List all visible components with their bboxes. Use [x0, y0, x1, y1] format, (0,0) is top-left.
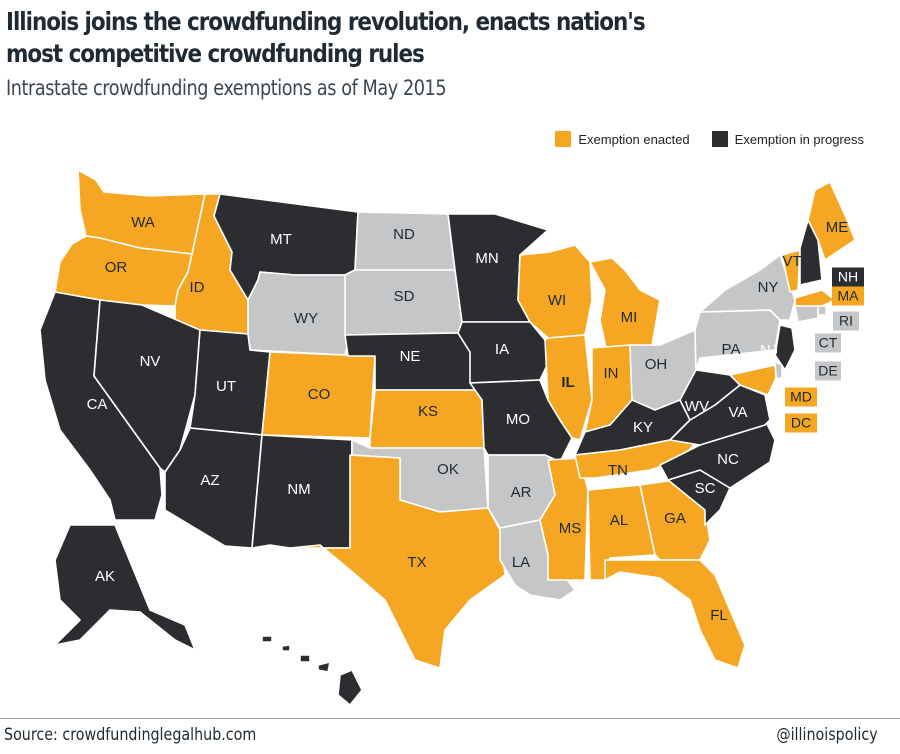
source-note: Source: crowdfundinglegalhub.com: [4, 725, 257, 745]
state-il: [544, 334, 593, 441]
state-label-ny: NY: [758, 279, 779, 296]
state-label-nv: NV: [140, 353, 161, 370]
state-label-de: DE: [818, 363, 837, 379]
state-label-ia: IA: [495, 341, 509, 358]
state-label-ut: UT: [216, 378, 236, 395]
state-mi: [589, 257, 661, 349]
state-label-sd: SD: [394, 288, 415, 305]
state-box-md: [785, 387, 817, 407]
state-label-id: ID: [190, 279, 205, 296]
state-label-fl: FL: [710, 607, 728, 624]
state-labels: WA OR CA ID NV MT WY UT AZ CO NM ND SD NE KS OK TX MN IA MO…: [87, 214, 864, 681]
state-label-or: OR: [105, 259, 128, 276]
state-label-ne: NE: [400, 348, 421, 365]
legend: Exemption enacted Exemption in progress: [555, 131, 864, 147]
state-label-va: VA: [729, 404, 748, 421]
state-nj: [774, 324, 796, 371]
state-box-ri: [833, 311, 859, 331]
state-ri: [817, 305, 827, 316]
state-label-nj: NJ: [760, 342, 778, 359]
state-label-nm: NM: [287, 481, 310, 498]
state-label-tx: TX: [407, 554, 426, 571]
state-ny: [699, 254, 796, 321]
state-label-ma: MA: [838, 288, 860, 304]
legend-item-progress: Exemption in progress: [711, 131, 864, 147]
state-label-mo: MO: [506, 411, 530, 428]
state-label-wi: WI: [548, 292, 566, 309]
state-label-ar: AR: [511, 484, 532, 501]
state-label-wa: WA: [131, 214, 155, 231]
state-nh: [799, 219, 823, 286]
state-label-il: IL: [561, 374, 574, 391]
legend-label-enacted: Exemption enacted: [578, 131, 690, 147]
state-label-wy: WY: [294, 310, 318, 327]
state-label-wv: WV: [685, 398, 709, 415]
state-label-nd: ND: [393, 226, 415, 243]
state-md: [729, 364, 777, 396]
state-label-oh: OH: [645, 356, 668, 373]
state-box-nh: [832, 267, 864, 287]
state-label-ak: AK: [95, 568, 115, 585]
state-label-al: AL: [610, 512, 628, 529]
state-label-in: IN: [604, 365, 619, 382]
footer-divider: [0, 718, 900, 719]
state-label-mi: MI: [621, 309, 638, 326]
state-vt: [781, 249, 801, 293]
state-wi: [517, 244, 593, 339]
state-label-ky: KY: [633, 419, 653, 436]
state-label-ga: GA: [664, 510, 686, 527]
state-label-sc: SC: [695, 480, 716, 497]
state-label-mn: MN: [475, 250, 498, 267]
state-label-mt: MT: [270, 231, 292, 248]
state-box-de: [815, 361, 841, 381]
state-shapes: [39, 169, 856, 706]
state-label-pa: PA: [722, 341, 741, 358]
state-fl: [604, 559, 746, 669]
state-box-ma: [832, 286, 864, 306]
state-label-ri: RI: [839, 313, 853, 329]
state-label-hi: HI: [294, 664, 309, 681]
state-label-vt: VT: [782, 253, 801, 270]
state-label-ok: OK: [437, 461, 459, 478]
state-box-dc: [785, 413, 817, 433]
state-label-tn: TN: [608, 462, 628, 479]
legend-item-enacted: Exemption enacted: [555, 131, 690, 147]
state-label-az: AZ: [200, 472, 219, 489]
state-label-ca: CA: [87, 396, 108, 413]
state-label-nh: NH: [838, 269, 858, 285]
state-ma: [794, 289, 836, 307]
state-label-la: LA: [512, 554, 530, 571]
state-label-nc: NC: [717, 451, 739, 468]
state-co: [261, 351, 376, 439]
state-label-dc: DC: [791, 415, 811, 431]
legend-swatch-enacted: [555, 131, 572, 147]
state-label-me: ME: [826, 219, 849, 236]
state-hi: [261, 635, 363, 706]
map-subtitle: Intrastate crowdfunding exemptions as of…: [6, 76, 447, 100]
state-label-co: CO: [308, 386, 331, 403]
state-label-md: MD: [790, 389, 812, 405]
twitter-handle: @illinoispolicy: [776, 725, 878, 745]
state-ct: [794, 305, 819, 323]
state-label-ct: CT: [819, 335, 838, 351]
state-label-ms: MS: [559, 520, 582, 537]
state-ak: [54, 524, 196, 651]
state-label-ks: KS: [418, 403, 438, 420]
state-box-ct: [815, 333, 841, 353]
map-title: Illinois joins the crowdfunding revoluti…: [6, 7, 646, 68]
legend-swatch-progress: [711, 131, 728, 147]
us-states-map: WA OR CA ID NV MT WY UT AZ CO NM ND SD NE KS OK TX MN IA MO…: [39, 169, 864, 706]
state-me: [807, 181, 856, 261]
state-tx: [289, 454, 506, 669]
legend-label-progress: Exemption in progress: [734, 131, 864, 147]
